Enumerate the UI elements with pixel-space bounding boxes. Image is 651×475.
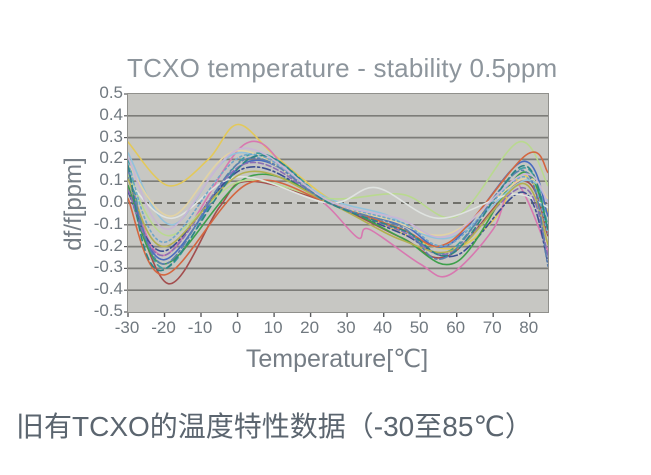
x-tick-label: 50 [409, 318, 429, 337]
series-line-unit-17 [128, 154, 548, 272]
x-tick-label: 80 [519, 318, 539, 337]
y-tick-label: -0.5 [93, 301, 123, 320]
chart-title: TCXO temperature - stability 0.5ppm [127, 53, 558, 83]
series-line-unit-08 [128, 151, 548, 240]
x-tick-label: 30 [336, 318, 356, 337]
series-line-unit-09 [128, 141, 548, 237]
x-tick-label: 0 [231, 318, 242, 337]
figure-caption: 旧有TCXO的温度特性数据（-30至85℃） [16, 411, 533, 442]
x-tick-label: 60 [446, 318, 466, 337]
series-line-unit-12 [128, 175, 548, 220]
y-tick-label: -0.2 [93, 235, 123, 255]
series-line-unit-01 [128, 123, 548, 250]
series-line-unit-18 [128, 147, 548, 239]
x-tick-label: 40 [373, 318, 393, 337]
series-group [128, 123, 548, 285]
x-tick-label: 70 [482, 318, 502, 337]
y-tick-label: 0.1 [99, 170, 123, 190]
x-tick-label: 10 [263, 318, 283, 337]
tick-marks [124, 93, 531, 317]
plot-area [124, 93, 549, 317]
series-lines-canvas [124, 93, 548, 317]
x-axis-title: Temperature[℃] [245, 345, 429, 373]
x-tick-label: -30 [114, 318, 140, 337]
x-tick-label: -20 [151, 318, 176, 337]
y-tick-label: -0.1 [93, 213, 123, 233]
y-tick-label: -0.4 [93, 279, 123, 299]
y-tick-label: 0.4 [99, 104, 123, 124]
y-tick-label: -0.3 [93, 257, 123, 277]
series-line-unit-16 [128, 157, 548, 267]
series-line-unit-11 [128, 149, 548, 237]
y-tick-label: 0.0 [99, 192, 123, 211]
y-tick-label: 0.2 [99, 148, 123, 168]
x-tick-label: 20 [300, 318, 320, 337]
series-line-unit-15 [128, 170, 548, 254]
series-line-unit-02 [128, 140, 548, 278]
x-tick-label: -10 [187, 318, 213, 337]
y-tick-label: 0.5 [99, 83, 123, 102]
y-tick-label: 0.3 [99, 126, 123, 146]
